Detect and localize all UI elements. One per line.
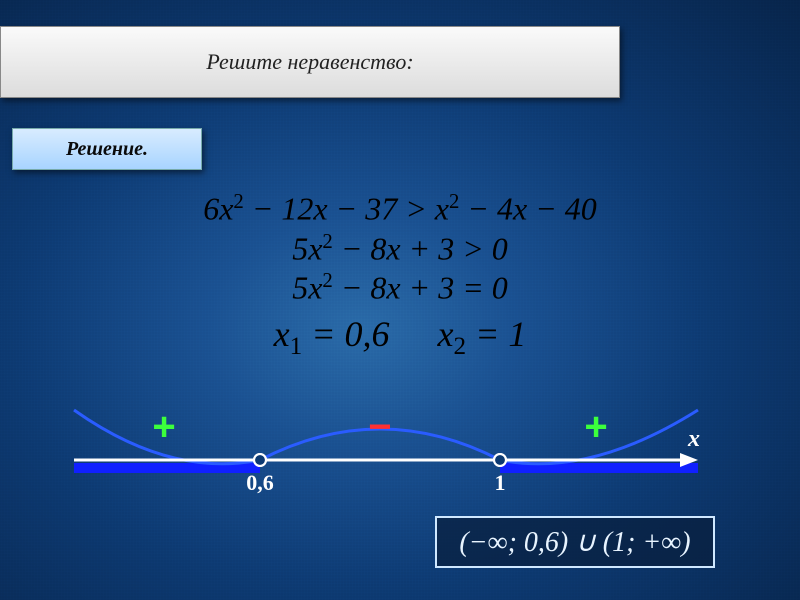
equation-line-2: 5x2 − 8x + 3 > 0 [0,230,800,268]
svg-text:−: − [368,405,391,449]
answer-box: (−∞; 0,6) ∪ (1; +∞) [435,516,715,568]
equation-line-1: 6x2 − 12x − 37 > x2 − 4x − 40 [0,190,800,228]
solution-label: Решение. [66,138,148,161]
svg-text:+: + [584,405,607,449]
number-line-diagram: x 0,6 1 + − + [70,382,710,512]
svg-text:+: + [152,405,175,449]
equation-line-3: 5x2 − 8x + 3 = 0 [0,269,800,307]
svg-text:x: x [687,426,700,452]
equations-block: 6x2 − 12x − 37 > x2 − 4x − 40 5x2 − 8x +… [0,188,800,363]
page-title: Решите неравенство: [206,49,413,75]
equation-roots: x1 = 0,6x2 = 1 [0,313,800,361]
svg-text:1: 1 [495,470,506,495]
header-bar: Решите неравенство: [0,26,620,98]
svg-text:0,6: 0,6 [246,470,274,495]
solution-badge: Решение. [12,128,202,170]
answer-interval: (−∞; 0,6) ∪ (1; +∞) [459,525,690,559]
